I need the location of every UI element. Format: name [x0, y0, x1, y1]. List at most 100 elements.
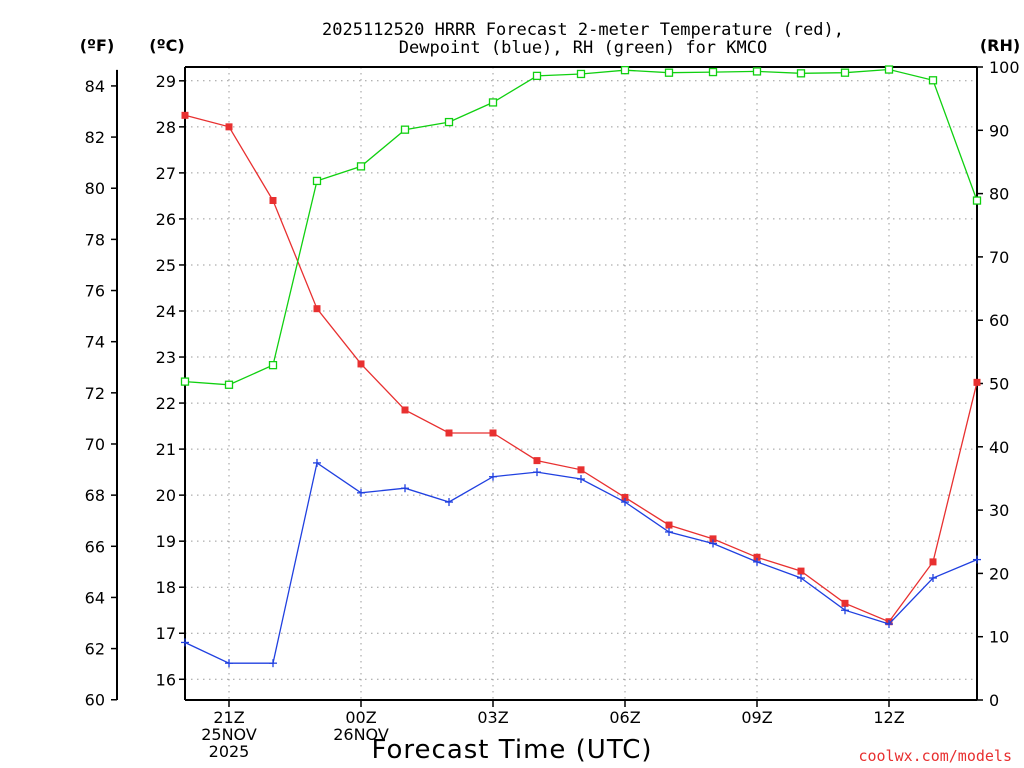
dewpoint-point — [885, 620, 893, 629]
dewpoint-point — [225, 659, 233, 668]
dewpoint-point — [929, 574, 937, 583]
dewpoint-point — [313, 458, 321, 467]
tick-labels: 16 17 18 19 20 21 22 23 24 25 26 27 28 29 60 62 64 66 68 70… — [85, 58, 1020, 761]
x-tick-label: 25NOV — [201, 725, 257, 744]
dewpoint-point — [753, 557, 761, 566]
temperature-point — [577, 466, 585, 474]
dewpoint-point — [181, 638, 189, 647]
rh-point — [972, 196, 982, 205]
temperature-point — [841, 599, 849, 607]
source-credit[interactable]: coolwx.com/models — [858, 747, 1012, 765]
rh-point — [312, 176, 322, 186]
fahrenheit-tick-label: 70 — [85, 435, 105, 454]
dewpoint-point — [797, 574, 805, 583]
fahrenheit-tick-label: 66 — [85, 537, 105, 556]
rh-tick-label: 0 — [989, 691, 999, 710]
dewpoint-point — [489, 472, 497, 481]
fahrenheit-unit-label: (ºF) — [80, 36, 115, 55]
fahrenheit-tick-label: 64 — [85, 588, 105, 607]
fahrenheit-tick-label: 72 — [85, 384, 105, 403]
rh-point — [576, 69, 586, 79]
rh-tick-label: 40 — [989, 438, 1009, 457]
temperature-point — [313, 305, 321, 313]
rh-point — [708, 67, 718, 77]
x-tick-label: 09Z — [741, 708, 772, 727]
rh-point — [664, 68, 674, 77]
rh-point — [268, 360, 278, 370]
celsius-tick-label: 24 — [156, 302, 176, 321]
rh-point — [356, 162, 366, 171]
rh-point — [884, 65, 894, 74]
x-tick-label: 12Z — [873, 708, 904, 727]
dewpoint-point — [401, 484, 409, 493]
temperature-point — [489, 429, 497, 437]
fahrenheit-tick-label: 74 — [85, 333, 105, 352]
temperature-point — [225, 123, 233, 131]
x-tick-label: 26NOV — [333, 725, 389, 744]
chart-title-line2: Dewpoint (blue), RH (green) for KMCO — [399, 38, 767, 58]
rh-point — [400, 125, 410, 134]
dewpoint-point — [973, 555, 981, 564]
rh-point — [928, 76, 938, 85]
celsius-tick-label: 20 — [156, 486, 176, 505]
rh-tick-label: 30 — [989, 501, 1009, 520]
rh-point — [796, 69, 806, 78]
temperature-point — [401, 406, 409, 414]
x-tick-label: 21Z — [213, 708, 244, 727]
rh-tick-label: 60 — [989, 311, 1009, 330]
rh-point — [620, 66, 630, 75]
dewpoint-point — [621, 498, 629, 507]
temperature-point — [533, 457, 541, 465]
dewpoint-point — [445, 498, 453, 507]
dewpoint-point — [577, 475, 585, 484]
temperature-point — [709, 535, 717, 543]
celsius-tick-label: 16 — [156, 670, 176, 689]
celsius-tick-label: 26 — [156, 210, 176, 229]
rh-tick-label: 90 — [989, 121, 1009, 140]
fahrenheit-tick-label: 60 — [85, 691, 105, 710]
celsius-tick-label: 22 — [156, 394, 176, 413]
celsius-tick-label: 27 — [156, 164, 176, 183]
rh-tick-label: 50 — [989, 375, 1009, 394]
axes — [111, 66, 983, 707]
celsius-tick-label: 19 — [156, 532, 176, 551]
x-tick-label: 00Z — [345, 708, 376, 727]
rh-unit-label: (RH) — [980, 36, 1020, 55]
temperature-point — [621, 493, 629, 501]
dewpoint-point — [841, 606, 849, 615]
grid-lines — [185, 67, 977, 700]
dewpoint-point — [269, 659, 277, 668]
x-tick-label: 2025 — [209, 742, 250, 761]
celsius-tick-label: 21 — [156, 440, 176, 459]
temperature-point — [973, 378, 981, 386]
rh-tick-label: 70 — [989, 248, 1009, 267]
temperature-point — [665, 521, 673, 529]
fahrenheit-tick-label: 84 — [85, 77, 105, 96]
celsius-unit-label: (ºC) — [149, 36, 184, 55]
fahrenheit-tick-label: 62 — [85, 640, 105, 659]
fahrenheit-tick-label: 76 — [85, 282, 105, 301]
rh-tick-label: 80 — [989, 185, 1009, 204]
celsius-tick-label: 28 — [156, 118, 176, 137]
celsius-tick-label: 23 — [156, 348, 176, 367]
rh-point — [444, 117, 454, 127]
celsius-tick-label: 18 — [156, 578, 176, 597]
temperature-point — [753, 553, 761, 561]
celsius-tick-label: 25 — [156, 256, 176, 275]
dewpoint-point — [357, 488, 365, 497]
rh-point — [488, 98, 498, 107]
rh-tick-label: 20 — [989, 564, 1009, 583]
rh-point — [180, 377, 190, 386]
temperature-point — [797, 567, 805, 575]
rh-point — [532, 71, 542, 81]
temperature-point — [181, 111, 189, 119]
temperature-point — [929, 558, 937, 566]
data-series — [180, 65, 982, 668]
fahrenheit-tick-label: 80 — [85, 179, 105, 198]
dewpoint-point — [665, 527, 673, 536]
celsius-tick-label: 29 — [156, 72, 176, 91]
fahrenheit-tick-label: 78 — [85, 230, 105, 249]
fahrenheit-tick-label: 68 — [85, 486, 105, 505]
x-axis-label: Forecast Time (UTC) — [371, 735, 652, 765]
